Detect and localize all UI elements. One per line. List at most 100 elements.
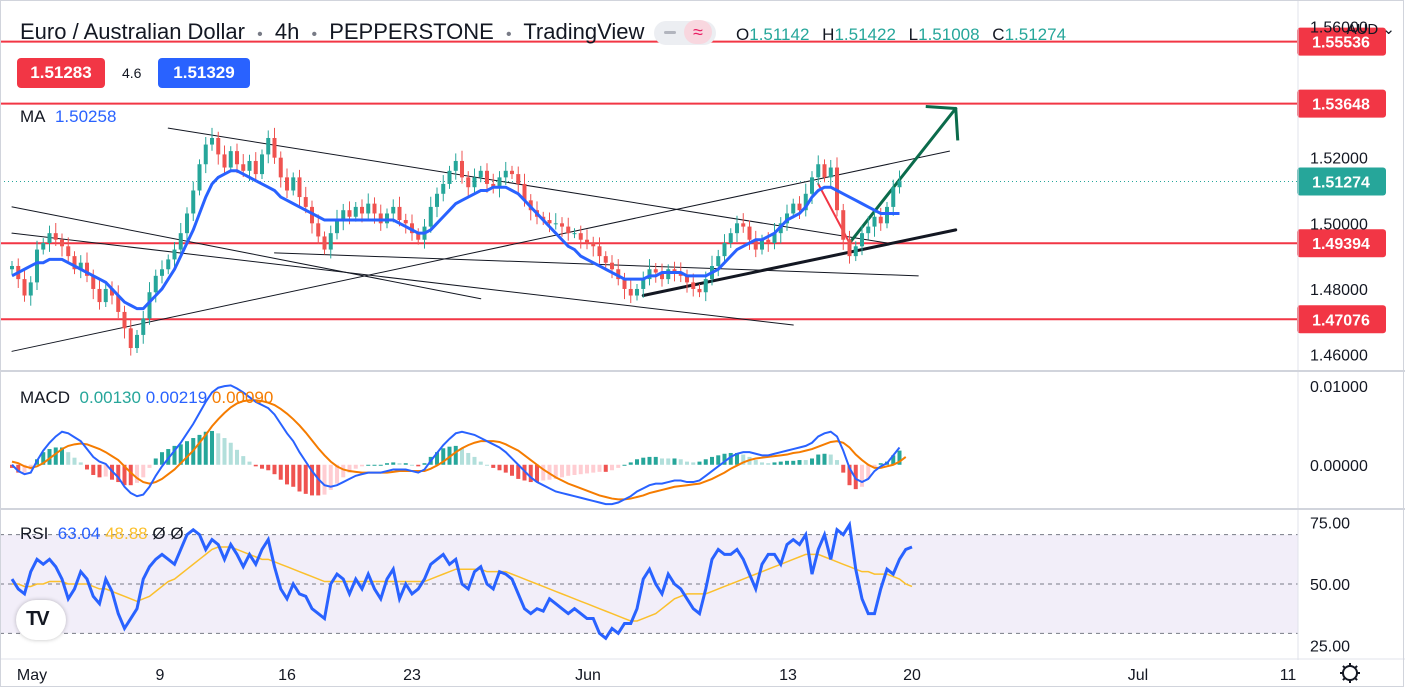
candle-body: [878, 216, 883, 224]
interval[interactable]: 4h: [274, 19, 300, 44]
macd-legend[interactable]: MACD 0.00130 0.00219 0.00090: [20, 388, 274, 407]
rsi-legend[interactable]: RSI 63.04 48.88 Ø Ø: [20, 524, 184, 543]
rsi-tick-label: 25.00: [1310, 639, 1350, 656]
histogram-bar: [47, 449, 52, 465]
candle-body: [78, 262, 83, 270]
histogram-bar: [322, 464, 327, 495]
time-tick-label: May: [17, 667, 47, 684]
price-pane[interactable]: 1.55536 1.53648 1.49394 1.47076 1.51274: [0, 27, 1386, 356]
last-price-label: 1.51274: [1312, 175, 1370, 192]
candle-body: [160, 269, 164, 276]
ma-legend[interactable]: MA 1.50258: [20, 107, 117, 126]
candle-body: [60, 239, 64, 247]
candle-body: [628, 288, 633, 296]
histogram-bar: [666, 458, 671, 465]
histogram-bar: [72, 457, 77, 465]
macd-tick-label: 0.00000: [1310, 458, 1368, 475]
level-label: 1.47076: [1312, 312, 1370, 329]
histogram-bar: [260, 464, 264, 469]
histogram-bar: [516, 464, 521, 479]
candle-body: [216, 137, 221, 155]
candle-body: [322, 236, 327, 250]
currency-selector[interactable]: AUD ⌄: [1346, 21, 1395, 38]
candle-body: [503, 170, 508, 178]
candle-body: [791, 203, 796, 214]
histogram-bar: [785, 460, 789, 465]
candle-body: [247, 160, 252, 171]
candle-body: [266, 137, 271, 155]
histogram-bar: [460, 448, 464, 465]
histogram-bar: [78, 462, 83, 465]
candle-body: [178, 233, 183, 250]
candle-body: [897, 180, 902, 188]
ma-line: [11, 169, 900, 311]
gear-tooth: [1342, 665, 1346, 669]
sell-button[interactable]: 1.51283: [17, 58, 105, 88]
source: TradingView: [523, 19, 645, 44]
symbol-name[interactable]: Euro / Australian Dollar: [20, 19, 245, 44]
histogram-bar: [772, 462, 777, 465]
histogram-bar: [297, 464, 302, 492]
candle-body: [91, 275, 96, 289]
histogram-bar: [660, 458, 664, 465]
candle-body: [28, 282, 33, 296]
candle-body: [703, 279, 708, 293]
gear-icon[interactable]: [1340, 663, 1360, 683]
candle-body: [253, 160, 258, 175]
histogram-bar: [491, 464, 496, 468]
level-label: 1.49394: [1312, 236, 1370, 253]
candle-body: [566, 226, 571, 234]
histogram-bar: [41, 452, 46, 465]
toggle-pill[interactable]: ≈: [654, 20, 716, 45]
histogram-bar: [810, 458, 814, 465]
candle-body: [22, 279, 27, 296]
wave-icon[interactable]: ≈: [684, 20, 712, 44]
histogram-bar: [416, 464, 421, 467]
candle-body: [291, 177, 296, 191]
histogram-bar: [528, 464, 533, 483]
candle-body: [260, 154, 264, 175]
histogram-bar: [878, 463, 883, 465]
histogram-bar: [291, 464, 296, 487]
candle-body: [597, 246, 602, 257]
candle-body: [485, 170, 489, 184]
histogram-bar: [741, 454, 746, 465]
candle-body: [378, 213, 383, 224]
candle-body: [866, 226, 871, 234]
histogram-bar: [403, 463, 408, 465]
histogram-bar: [653, 456, 658, 465]
candle-body: [366, 203, 371, 214]
candle-body: [516, 174, 521, 184]
candle-body: [822, 164, 827, 178]
minus-icon[interactable]: [664, 31, 676, 34]
histogram-bar: [66, 452, 71, 465]
arrow-head: [925, 104, 960, 141]
candle-body: [478, 170, 483, 178]
candle-body: [403, 220, 408, 224]
candle-body: [491, 183, 496, 188]
candle-body: [278, 157, 283, 178]
candle-body: [553, 223, 558, 225]
histogram-bar: [397, 463, 402, 465]
macd-pane[interactable]: [10, 384, 907, 506]
candle-body: [585, 239, 589, 244]
candle-body: [53, 233, 58, 240]
candle-body: [522, 183, 527, 201]
tradingview-logo[interactable]: TV: [16, 600, 66, 640]
macd-tick-label: 0.01000: [1310, 379, 1368, 396]
histogram-bar: [435, 452, 439, 465]
time-tick-label: 13: [779, 667, 797, 684]
candle-body: [116, 295, 121, 312]
histogram-bar: [272, 464, 277, 475]
level-badge: [1297, 27, 1386, 56]
price-tick-label: 1.48000: [1310, 282, 1368, 299]
histogram-bar: [441, 448, 446, 465]
histogram-bar: [466, 452, 471, 465]
rsi-pane[interactable]: [0, 520, 1298, 641]
candle-body: [891, 187, 896, 207]
histogram-bar: [866, 464, 871, 479]
histogram-bar: [503, 464, 508, 473]
buy-button[interactable]: 1.51329: [158, 58, 250, 88]
histogram-bar: [553, 464, 558, 479]
